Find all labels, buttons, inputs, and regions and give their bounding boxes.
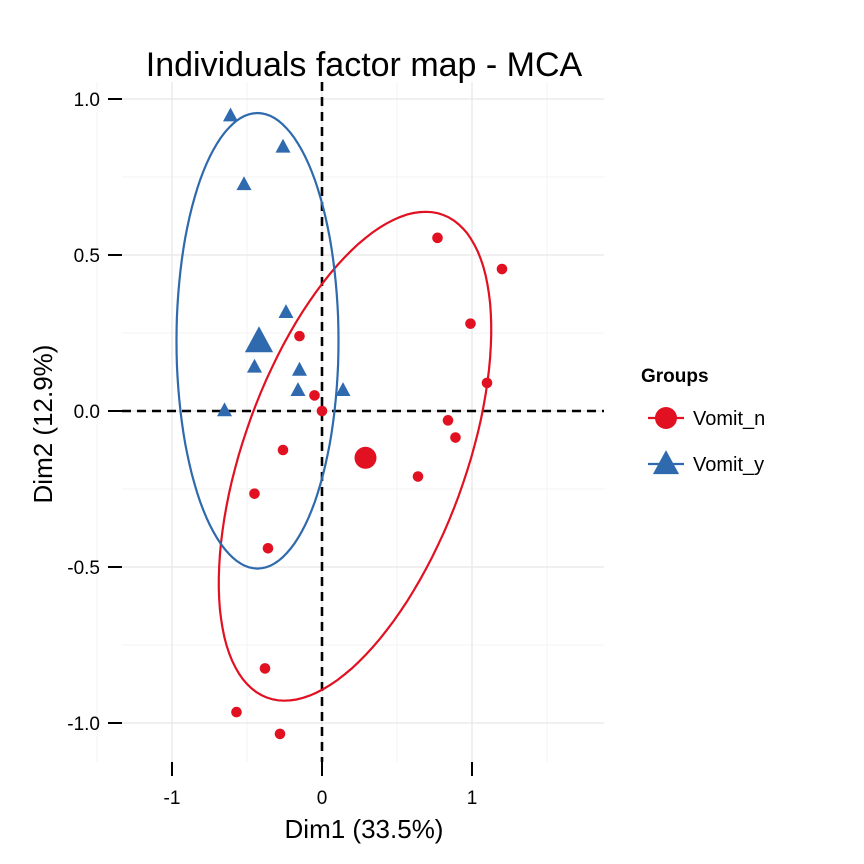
- plot-panel: [96, 82, 604, 762]
- point-vomit-y: [292, 361, 307, 376]
- centroid-vomit-n: [354, 446, 377, 469]
- ellipse-vomit-n: [217, 210, 493, 702]
- point-vomit-n: [316, 405, 328, 417]
- point-vomit-n: [496, 263, 508, 275]
- x-tick-label: 0: [317, 788, 328, 809]
- y-tick-label: 0.0: [74, 402, 100, 423]
- x-axis-title: Dim1 (33.5%): [285, 814, 444, 844]
- y-tick-label: -0.5: [67, 558, 100, 579]
- legend-label-vomit-n: Vomit_n: [693, 408, 765, 430]
- y-axis-title: Dim2 (12.9%): [28, 345, 58, 504]
- chart-title: Individuals factor map - MCA: [146, 46, 583, 84]
- panel-background: [122, 82, 604, 762]
- point-vomit-n: [274, 728, 286, 740]
- y-tick-label: -1.0: [67, 714, 100, 735]
- point-vomit-y: [236, 176, 252, 191]
- legend-key-vomit-n: [655, 407, 677, 429]
- x-tick-label: 1: [467, 788, 478, 809]
- legend-key-vomit-y: [652, 450, 680, 475]
- point-vomit-n: [259, 663, 271, 674]
- centroid-vomit-y: [244, 326, 274, 353]
- point-vomit-n: [231, 706, 242, 718]
- y-tick-label: 0.5: [74, 246, 100, 267]
- point-vomit-y: [247, 358, 262, 373]
- legend-title: Groups: [641, 366, 709, 387]
- point-vomit-y: [275, 138, 291, 153]
- point-vomit-n: [442, 415, 454, 426]
- x-tick-label: -1: [164, 788, 181, 809]
- point-vomit-n: [249, 488, 260, 499]
- point-vomit-y: [290, 382, 306, 396]
- point-vomit-n: [294, 330, 305, 342]
- reference-lines: [122, 82, 604, 762]
- axes: -1.0 -0.5 0.0 0.5 1.0 -1 0 1: [67, 90, 477, 809]
- legend-label-vomit-y: Vomit_y: [693, 454, 764, 476]
- point-vomit-y: [217, 402, 232, 417]
- data-points: [217, 107, 508, 740]
- point-vomit-y: [223, 107, 238, 122]
- y-tick-label: 1.0: [74, 90, 100, 111]
- ellipse-vomit-y: [175, 111, 340, 570]
- point-vomit-y: [278, 304, 294, 318]
- point-vomit-n: [465, 318, 476, 329]
- point-vomit-n: [481, 377, 493, 389]
- confidence-ellipses: [175, 111, 493, 702]
- point-vomit-n: [262, 542, 274, 554]
- point-vomit-n: [277, 444, 289, 456]
- legend: Groups Vomit_n Vomit_y: [641, 366, 765, 476]
- point-vomit-n: [450, 432, 461, 443]
- point-vomit-n: [432, 232, 443, 244]
- point-vomit-n: [412, 471, 424, 482]
- point-vomit-y: [335, 382, 351, 396]
- point-vomit-n: [309, 390, 320, 401]
